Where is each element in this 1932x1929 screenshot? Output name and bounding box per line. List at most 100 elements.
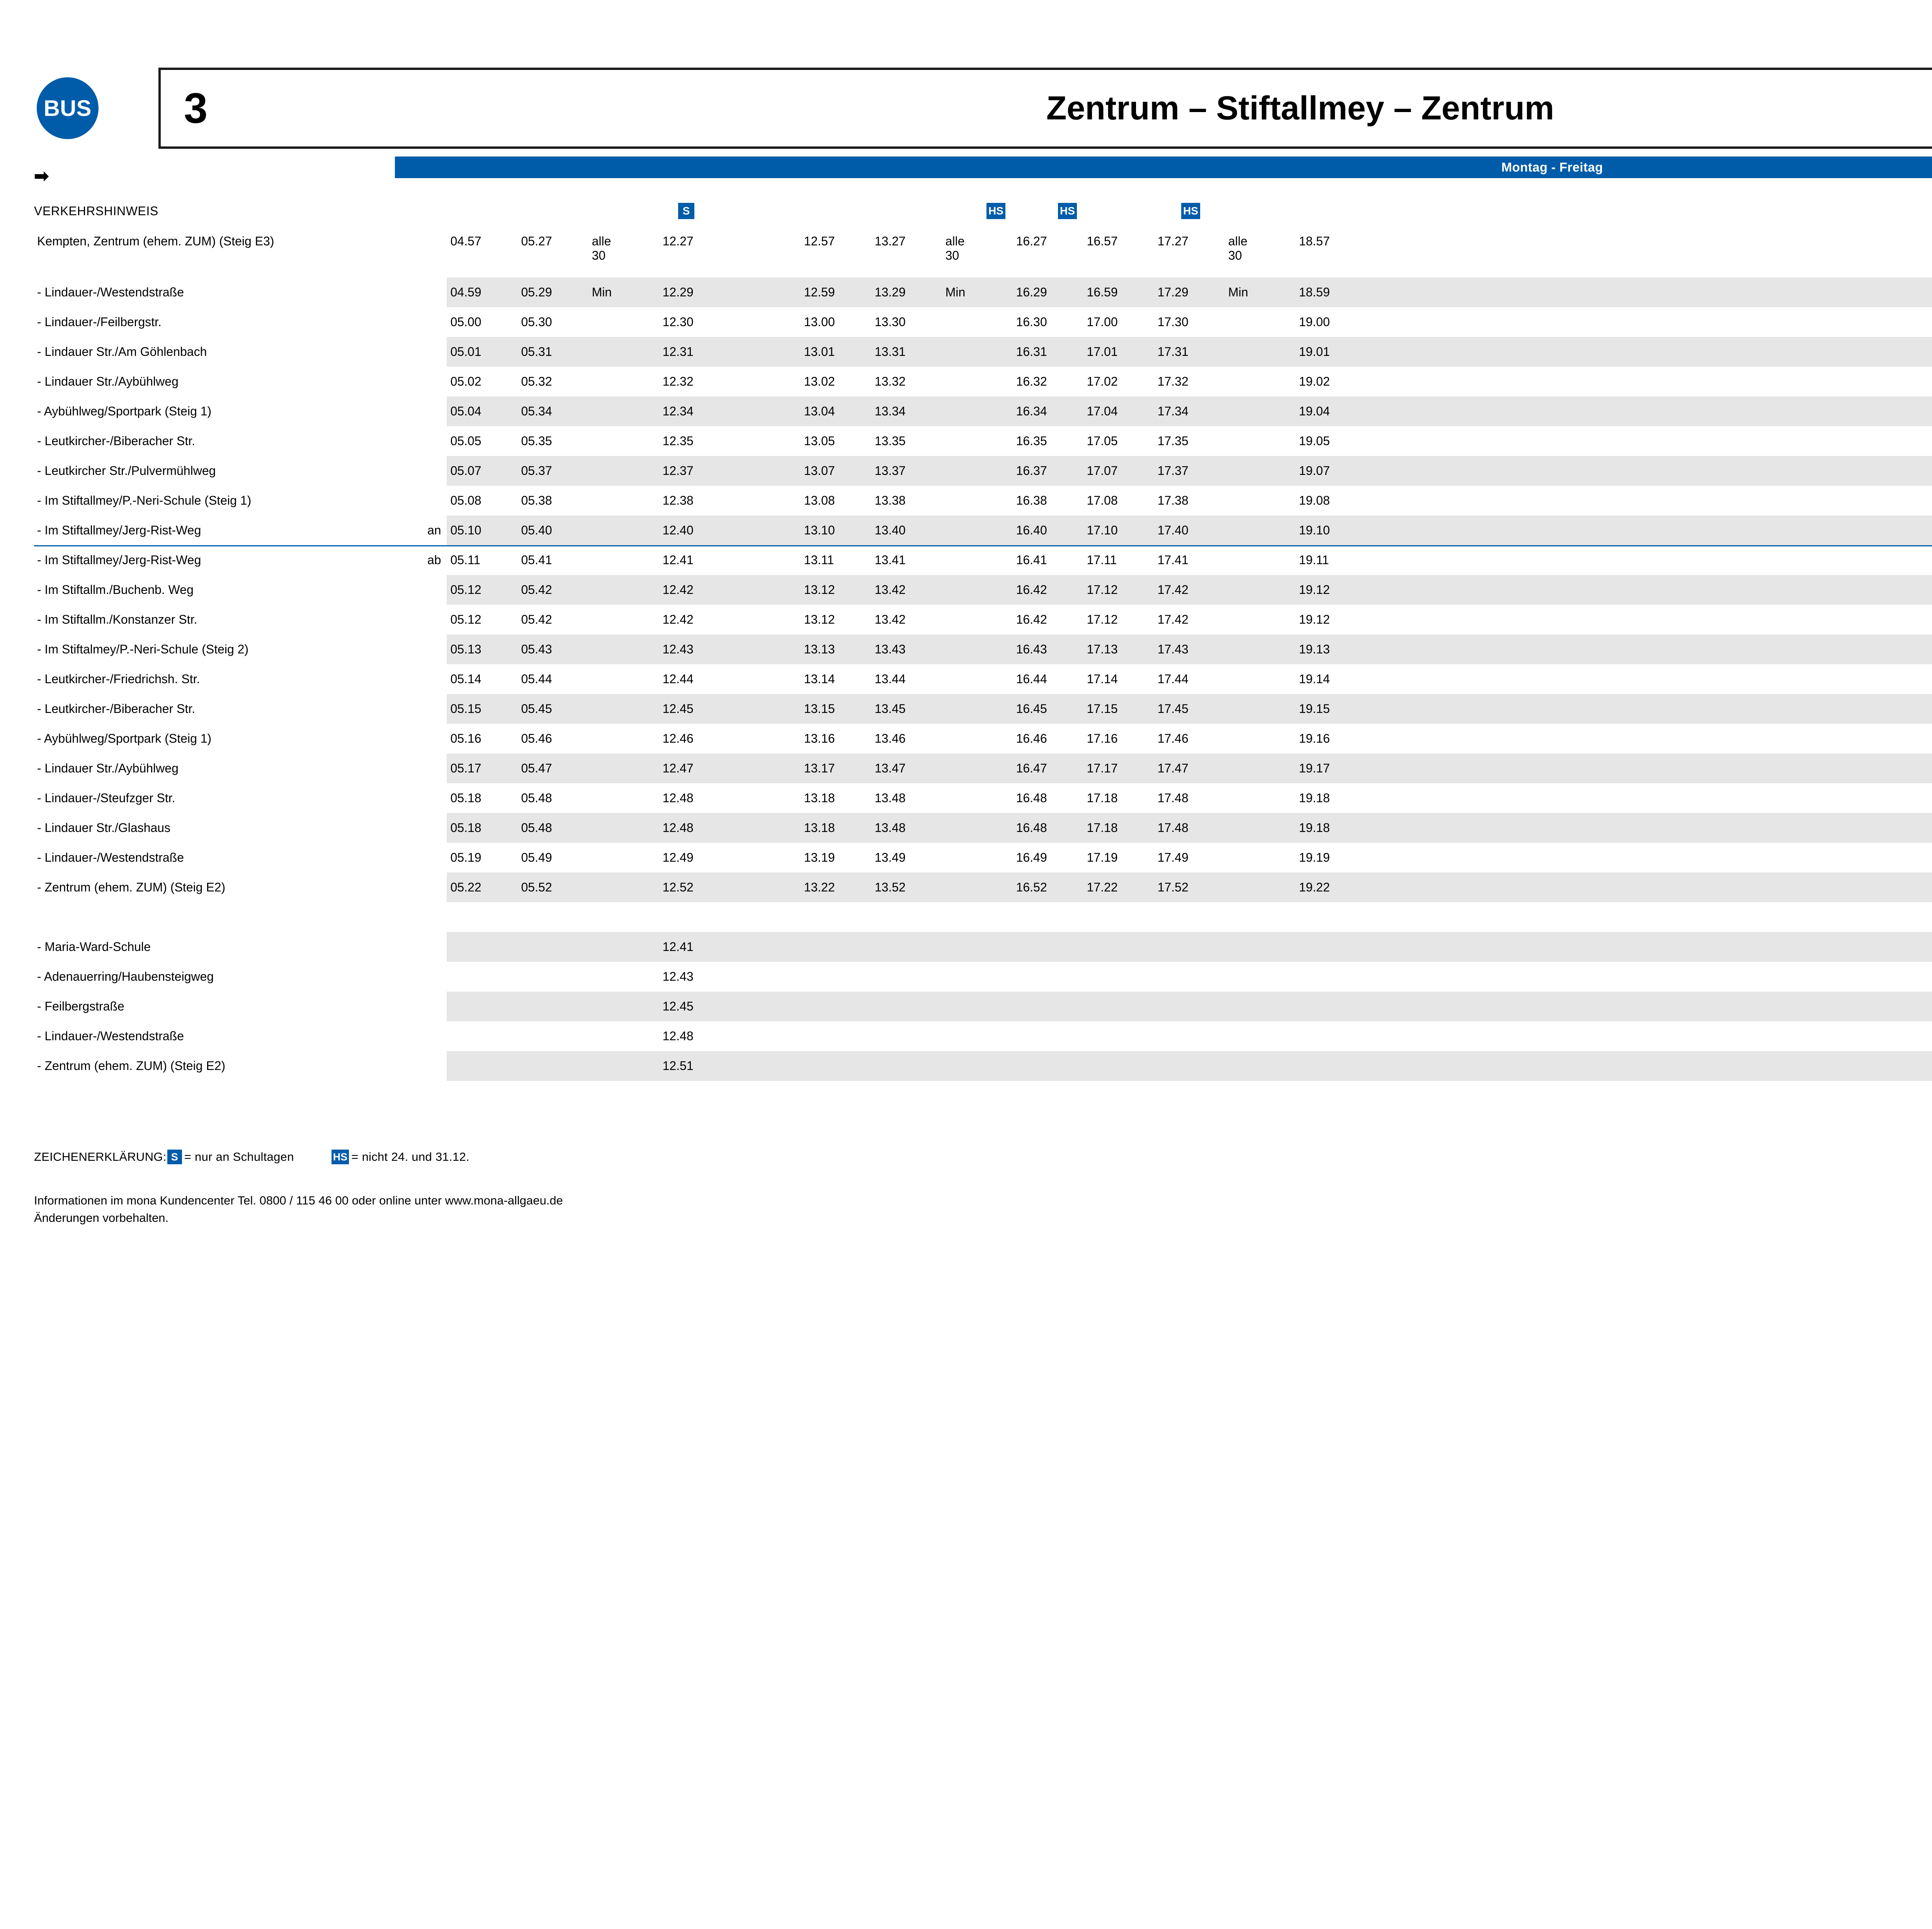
departure-time-empty bbox=[1719, 545, 1790, 575]
departure-time bbox=[1224, 932, 1295, 962]
departure-time-empty bbox=[1790, 902, 1861, 932]
departure-time: 13.08 bbox=[804, 493, 835, 507]
departure-time bbox=[730, 664, 800, 694]
stop-name: - Maria-Ward-Schule bbox=[37, 940, 151, 954]
departure-time bbox=[730, 307, 800, 337]
departure-time: 17.18 bbox=[1087, 791, 1118, 805]
stop-name: - Lindauer-/Feilbergstr. bbox=[37, 315, 162, 329]
departure-time: 19.12 bbox=[1295, 575, 1366, 605]
departure-time bbox=[800, 932, 871, 962]
departure-time-empty bbox=[1649, 783, 1719, 813]
departure-time bbox=[588, 783, 659, 813]
arrival-departure-marker bbox=[410, 992, 447, 1021]
departure-time-empty bbox=[1437, 902, 1507, 932]
arrival-departure-marker bbox=[410, 873, 447, 902]
departure-time bbox=[588, 724, 659, 754]
departure-time-empty bbox=[1719, 843, 1790, 873]
departure-time bbox=[730, 902, 800, 932]
departure-time-empty bbox=[1507, 277, 1578, 307]
departure-time: 13.13 bbox=[800, 634, 871, 664]
departure-time bbox=[941, 754, 1012, 783]
departure-time bbox=[942, 545, 1012, 575]
line-number: 3 bbox=[184, 84, 208, 132]
departure-time-empty bbox=[1649, 724, 1719, 754]
time-value-part: alle bbox=[592, 234, 611, 248]
departure-time: 17.12 bbox=[1087, 612, 1118, 626]
departure-time bbox=[1083, 902, 1154, 932]
departure-time: 16.35 bbox=[1016, 434, 1047, 448]
departure-time: 17.41 bbox=[1157, 553, 1189, 567]
arrival-departure-marker bbox=[410, 456, 447, 486]
departure-time-empty bbox=[1366, 724, 1437, 754]
stop-name: - Im Stiftallmey/P.-Neri-Schule (Steig 1… bbox=[37, 493, 252, 507]
stop-name: Kempten, Zentrum (ehem. ZUM) (Steig E3) bbox=[37, 234, 274, 248]
departure-time bbox=[942, 367, 1012, 396]
departure-time bbox=[729, 1051, 800, 1081]
departure-time bbox=[1225, 486, 1295, 515]
departure-time-empty bbox=[1861, 515, 1932, 545]
departure-time bbox=[588, 307, 659, 337]
departure-time: 05.48 bbox=[517, 813, 588, 843]
departure-time-empty bbox=[1507, 1021, 1578, 1051]
departure-time-empty bbox=[1719, 992, 1790, 1021]
departure-time bbox=[1225, 783, 1295, 813]
symbol-badge-hs-3: HS bbox=[1181, 203, 1200, 219]
departure-time-empty bbox=[1719, 575, 1790, 605]
departure-time bbox=[729, 337, 800, 367]
departure-time: 12.41 bbox=[658, 932, 730, 962]
departure-time: 19.22 bbox=[1295, 873, 1366, 902]
departure-time bbox=[729, 754, 800, 783]
departure-time: 17.00 bbox=[1087, 315, 1118, 329]
departure-time bbox=[517, 962, 588, 992]
departure-time bbox=[588, 843, 659, 873]
departure-time: 17.35 bbox=[1157, 434, 1189, 448]
stop-name: - Lindauer-/Steufzger Str. bbox=[37, 791, 175, 805]
table-row: - Lindauer-/Westendstraße 04.59 05.29 Min 12… bbox=[34, 277, 1932, 307]
departure-time-empty bbox=[1436, 515, 1507, 545]
departure-time bbox=[1224, 754, 1295, 783]
departure-time: 05.43 bbox=[517, 634, 588, 664]
departure-time-empty bbox=[1578, 694, 1649, 724]
departure-time: 13.02 bbox=[804, 374, 835, 388]
departure-time: 13.17 bbox=[800, 754, 871, 783]
departure-time bbox=[1225, 545, 1295, 575]
departure-time: 17.30 bbox=[1157, 315, 1189, 329]
departure-time: 17.13 bbox=[1083, 634, 1154, 664]
departure-time bbox=[447, 902, 517, 932]
departure-time bbox=[588, 873, 659, 902]
table-row: - Aybühlweg/Sportpark (Steig 1) 05.16 05.4… bbox=[34, 724, 1932, 754]
departure-time-empty bbox=[1790, 337, 1861, 367]
departure-time bbox=[1225, 962, 1295, 992]
departure-time-empty bbox=[1366, 634, 1437, 664]
departure-time-empty bbox=[1861, 694, 1932, 724]
departure-time: 19.15 bbox=[1295, 694, 1366, 724]
departure-time bbox=[730, 545, 800, 575]
departure-time: 16.38 bbox=[1016, 493, 1047, 507]
departure-time-empty bbox=[1649, 902, 1719, 932]
departure-time-empty bbox=[1436, 992, 1507, 1021]
departure-time bbox=[941, 515, 1012, 545]
departure-time: 16.27 bbox=[1016, 234, 1047, 248]
departure-time-empty bbox=[1861, 783, 1932, 813]
departure-time-empty bbox=[1366, 307, 1437, 337]
departure-time: 05.15 bbox=[446, 694, 517, 724]
departure-time-empty bbox=[1366, 277, 1437, 307]
table-row: - Im Stiftalmey/P.-Neri-Schule (Steig 2)… bbox=[34, 634, 1932, 664]
departure-time: 12.47 bbox=[658, 754, 730, 783]
departure-time-empty bbox=[1578, 575, 1649, 605]
departure-time-empty bbox=[1861, 813, 1932, 843]
departure-time: 13.30 bbox=[874, 315, 906, 329]
departure-time-empty bbox=[1366, 367, 1437, 396]
departure-time bbox=[941, 396, 1012, 426]
departure-time-empty bbox=[1719, 1021, 1790, 1051]
departure-time bbox=[588, 1021, 659, 1051]
departure-time-empty bbox=[1578, 1021, 1649, 1051]
arrival-departure-marker bbox=[410, 367, 447, 396]
departure-time-empty bbox=[1648, 634, 1719, 664]
departure-time bbox=[800, 902, 871, 932]
departure-time-empty bbox=[1719, 634, 1790, 664]
departure-time: 12.48 bbox=[662, 1029, 694, 1043]
departure-time-empty bbox=[1578, 843, 1649, 873]
departure-time-empty bbox=[1507, 634, 1578, 664]
departure-time bbox=[730, 367, 800, 396]
